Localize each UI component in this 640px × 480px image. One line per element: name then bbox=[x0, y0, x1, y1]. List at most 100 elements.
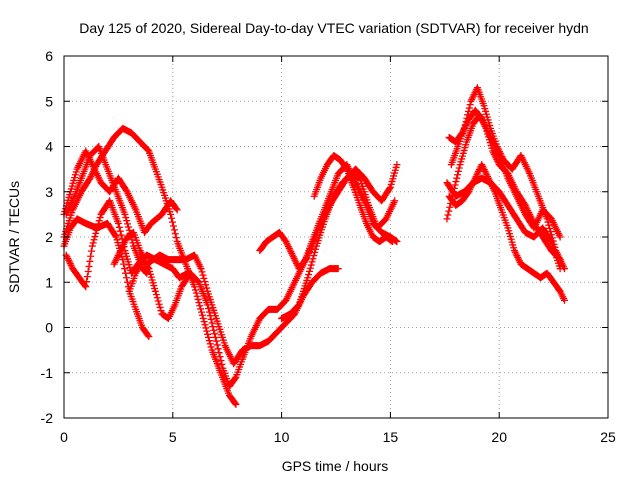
series-sat-b bbox=[62, 143, 151, 277]
data-point bbox=[453, 174, 461, 182]
series-sat-j bbox=[310, 152, 397, 246]
x-tick-label: 15 bbox=[383, 429, 399, 445]
y-tick-label: 2 bbox=[45, 229, 53, 245]
data-point bbox=[198, 268, 206, 276]
data-point bbox=[196, 302, 204, 310]
data-point bbox=[153, 294, 161, 302]
data-point bbox=[124, 220, 132, 228]
data-point bbox=[308, 258, 316, 266]
data-point bbox=[191, 283, 199, 291]
data-point bbox=[389, 238, 397, 246]
data-point bbox=[547, 236, 555, 244]
data-point bbox=[451, 181, 459, 189]
data-point bbox=[208, 319, 216, 327]
data-point bbox=[191, 286, 199, 294]
y-tick-label: 0 bbox=[45, 320, 53, 336]
data-point bbox=[169, 222, 177, 230]
data-point bbox=[144, 331, 152, 339]
data-point bbox=[454, 167, 462, 175]
data-point bbox=[309, 255, 317, 263]
data-point bbox=[122, 269, 130, 277]
data-point bbox=[305, 267, 313, 275]
data-point bbox=[197, 265, 205, 273]
data-point bbox=[294, 302, 302, 310]
data-point bbox=[452, 178, 460, 186]
data-point bbox=[122, 214, 130, 222]
data-point bbox=[172, 234, 180, 242]
data-point bbox=[209, 323, 217, 331]
data-point bbox=[306, 264, 314, 272]
data-point bbox=[202, 324, 210, 332]
data-point bbox=[85, 262, 93, 270]
data-point bbox=[195, 299, 203, 307]
data-point bbox=[142, 268, 150, 276]
axis-ticks: 0 5 10 15 20 25 -2 -1 0 1 2 3 4 5 6 bbox=[41, 48, 616, 445]
x-tick-label: 10 bbox=[274, 429, 290, 445]
data-point bbox=[155, 300, 163, 308]
data-point bbox=[201, 321, 209, 329]
data-point bbox=[93, 226, 101, 234]
data-point bbox=[81, 282, 89, 290]
data-point bbox=[168, 218, 176, 226]
grid bbox=[64, 56, 608, 418]
data-point bbox=[89, 239, 97, 247]
data-point bbox=[207, 343, 215, 351]
data-point bbox=[151, 287, 159, 295]
data-point bbox=[198, 311, 206, 319]
data-point bbox=[111, 232, 119, 240]
data-point bbox=[231, 399, 239, 407]
data-point bbox=[213, 341, 221, 349]
data-point bbox=[96, 214, 104, 222]
series-sat-i bbox=[278, 170, 399, 322]
data-point bbox=[203, 284, 211, 292]
data-point bbox=[546, 224, 554, 232]
data-point bbox=[217, 356, 225, 364]
data-point bbox=[232, 400, 240, 408]
data-point bbox=[94, 220, 102, 228]
data-point bbox=[386, 185, 394, 193]
data-point bbox=[200, 318, 208, 326]
y-tick-label: -1 bbox=[41, 365, 54, 381]
data-point bbox=[86, 257, 94, 265]
data-point bbox=[91, 233, 99, 241]
data-point bbox=[170, 226, 178, 234]
series-sat-f bbox=[110, 228, 342, 368]
data-point bbox=[391, 197, 399, 205]
y-tick-label: -2 bbox=[41, 410, 54, 426]
data-point bbox=[122, 274, 130, 282]
y-tick-label: 3 bbox=[45, 184, 53, 200]
series-sat-n bbox=[445, 161, 568, 304]
data-point bbox=[393, 161, 401, 169]
data-point bbox=[310, 252, 318, 260]
chart-title: Day 125 of 2020, Sidereal Day-to-day VTE… bbox=[79, 20, 588, 36]
data-point bbox=[87, 252, 95, 260]
y-tick-label: 1 bbox=[45, 274, 53, 290]
data-point bbox=[123, 278, 131, 286]
data-point bbox=[115, 223, 123, 231]
data-point bbox=[204, 301, 212, 309]
data-point bbox=[445, 207, 453, 215]
series-sat-c bbox=[60, 147, 181, 236]
data-point bbox=[194, 295, 202, 303]
data-point bbox=[172, 205, 180, 213]
data-point bbox=[446, 203, 454, 211]
data-point bbox=[117, 231, 125, 239]
series-sat-d bbox=[60, 215, 153, 341]
data-point bbox=[307, 261, 315, 269]
x-tick-label: 0 bbox=[60, 429, 68, 445]
data-point bbox=[193, 292, 201, 300]
data-point bbox=[157, 307, 165, 315]
data-point bbox=[205, 308, 213, 316]
data-point bbox=[83, 278, 91, 286]
data-point bbox=[216, 353, 224, 361]
data-point bbox=[173, 206, 181, 214]
data-point bbox=[444, 211, 452, 219]
data-point bbox=[312, 245, 320, 253]
data-point bbox=[211, 330, 219, 338]
series-sat-o bbox=[445, 106, 564, 241]
data-point bbox=[92, 229, 100, 237]
data-point bbox=[95, 217, 103, 225]
data-point bbox=[199, 271, 207, 279]
data-point bbox=[202, 281, 210, 289]
